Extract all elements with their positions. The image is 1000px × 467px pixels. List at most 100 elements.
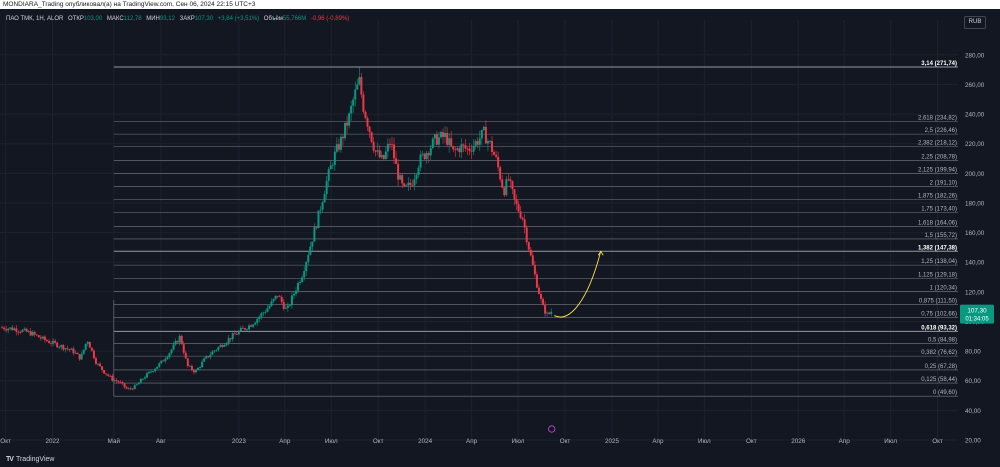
candle-body [117,381,120,383]
candle-body [470,150,473,152]
candle-body [94,358,97,364]
candle-body [433,134,436,139]
candle-body [174,341,177,345]
candle-body [452,145,455,150]
candle-body [11,327,14,331]
candle-body [70,348,73,350]
candle-body [227,338,230,343]
candle-body [274,295,277,299]
candle-body [197,367,200,371]
fib-level-label: 2,618 (234,82) [918,116,957,122]
fib-level-label: 1,5 (155,72) [925,233,957,239]
candle-body [386,143,389,152]
change-value: +3,84 (+3,51%) [217,16,260,22]
candle-body [50,343,53,344]
candle-body [47,341,50,344]
y-tick-label: 160,00 [965,230,985,237]
publisher-header: MONDIARA_Trading опубликовал(а) на Tradi… [0,0,1000,9]
candle-body [103,370,106,374]
candle-body [252,324,255,327]
candle-body [531,255,534,265]
candle-body [484,126,487,144]
y-tick-label: 180,00 [965,200,985,207]
high-value: 112,78 [123,16,142,22]
candle-body [213,350,216,352]
candle-body [476,141,479,145]
candle-body [431,138,434,149]
candle-body [86,341,89,344]
candle-body [64,348,67,350]
candle-body [37,335,40,338]
candle-body [290,295,293,306]
candle-body [233,333,236,335]
candle-body [546,312,549,314]
tradingview-logo[interactable]: TV TradingView [6,455,54,465]
x-tick-label: Окт [0,438,11,445]
candle-body [370,131,373,142]
candle-body [313,227,316,242]
projection-curve [554,251,602,318]
candle-body [7,328,10,331]
candle-body [17,331,20,333]
candle-body [272,298,275,302]
candle-body [39,337,42,339]
candle-body [231,333,234,340]
candle-body [460,144,463,153]
candle-body [521,217,524,220]
candle-body [360,77,363,95]
candle-body [288,305,291,307]
event-marker-icon [548,425,556,433]
fib-level-label: 1,382 (147,38) [918,245,957,251]
candle-body [507,179,510,181]
candle-body [421,153,424,155]
candle-body [372,141,375,151]
candle-body [364,111,367,119]
candle-body [401,175,404,184]
symbol-name[interactable]: ПАО ТМК, 1Н, ALOR [6,16,64,22]
candle-body [66,348,69,350]
currency-button[interactable]: RUB [964,16,986,29]
candle-body [282,302,285,309]
tv-logo-icon: TV [6,456,14,463]
candle-body [446,132,449,145]
candle-body [497,156,500,168]
high-label: МАКС [106,16,124,22]
y-tick-label: 20,00 [965,438,981,445]
candle-body [348,113,351,126]
candle-body [362,94,365,112]
candle-body [270,301,273,306]
candle-body [517,204,520,212]
y-tick-label: 120,00 [965,289,985,296]
x-tick-label: Апр [279,438,291,445]
candle-body [280,296,283,303]
candle-body [390,144,393,145]
candle-body [397,163,400,180]
candle-body [241,327,244,329]
x-tick-label: 2023 [232,438,247,445]
candle-body [321,202,324,210]
fib-level-label: 2,382 (218,12) [918,140,957,146]
candle-body [323,194,326,203]
candle-body [537,287,540,295]
candle-body [82,349,85,355]
candle-body [444,132,447,137]
candle-body [156,366,159,369]
close-label: ЗАКР [179,16,195,22]
candle-body [327,169,330,181]
x-tick-label: Июл [698,438,711,445]
candle-body [123,383,126,388]
candle-body [284,308,287,309]
candle-body [448,138,451,145]
candle-body [540,294,543,299]
candle-body [413,179,416,186]
candle-body [56,342,59,348]
candle-body [211,351,214,355]
candle-body [486,141,489,144]
fib-level-label: 2,25 (208,78) [921,154,957,160]
x-tick-label: Май [108,437,121,445]
fib-level-label: 1,25 (138,04) [921,259,957,265]
candle-body [137,382,140,385]
candle-body [201,361,204,368]
candle-body [442,132,445,137]
